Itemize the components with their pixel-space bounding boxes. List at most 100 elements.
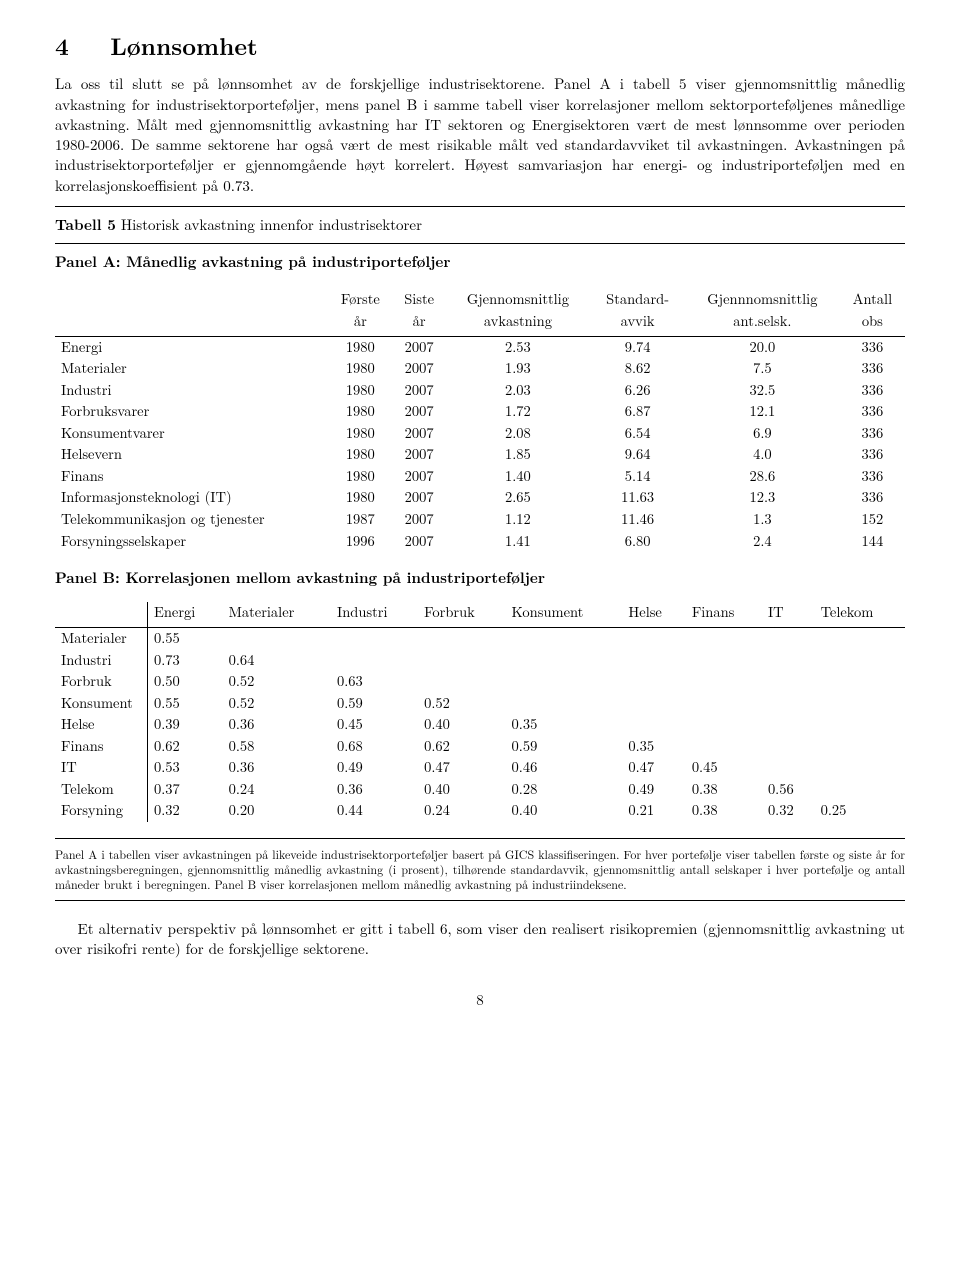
- table-cell: IT: [55, 757, 148, 779]
- table-cell: 336: [840, 336, 905, 358]
- table-cell: 0.36: [223, 757, 331, 779]
- table-cell: [506, 693, 623, 715]
- table-row: Energi198020072.539.7420.0336: [55, 336, 905, 358]
- table-cell: 9.74: [590, 336, 685, 358]
- table-cell: 336: [840, 487, 905, 509]
- table-cell: 2007: [393, 401, 446, 423]
- panel-b-header-cell: Forbruk: [418, 602, 505, 627]
- table-cell: [762, 650, 815, 672]
- table-cell: 0.68: [331, 736, 418, 758]
- table5-footnote: Panel A i tabellen viser avkastningen på…: [55, 847, 905, 892]
- panel-b-header-cell: Industri: [331, 602, 418, 627]
- table-cell: 0.35: [622, 736, 685, 758]
- panel-b-header-cell: Finans: [686, 602, 762, 627]
- table-cell: 0.55: [148, 693, 223, 715]
- table-cell: 1.93: [446, 358, 591, 380]
- table-cell: 0.47: [622, 757, 685, 779]
- table-cell: 0.28: [506, 779, 623, 801]
- table-cell: Industri: [55, 650, 148, 672]
- table-cell: Forbruk: [55, 671, 148, 693]
- table-row: Forbruk0.500.520.63: [55, 671, 905, 693]
- table-cell: 0.49: [622, 779, 685, 801]
- table-cell: 0.53: [148, 757, 223, 779]
- table-cell: 0.36: [331, 779, 418, 801]
- table-cell: 2007: [393, 380, 446, 402]
- table-cell: 2007: [393, 358, 446, 380]
- table-cell: 0.35: [506, 714, 623, 736]
- table-cell: [331, 627, 418, 649]
- panel-a-title: Panel A: Månedlig avkastning på industri…: [55, 252, 905, 272]
- table-cell: Konsumentvarer: [55, 423, 328, 445]
- table-cell: Finans: [55, 736, 148, 758]
- table-cell: Helse: [55, 714, 148, 736]
- table-cell: 0.20: [223, 800, 331, 822]
- table-cell: 2007: [393, 487, 446, 509]
- table-cell: 0.52: [223, 671, 331, 693]
- table-cell: 6.87: [590, 401, 685, 423]
- table-cell: 336: [840, 444, 905, 466]
- table-cell: 0.36: [223, 714, 331, 736]
- table-cell: 0.55: [148, 627, 223, 649]
- table-cell: 0.46: [506, 757, 623, 779]
- table-cell: 2.65: [446, 487, 591, 509]
- table-cell: [815, 757, 905, 779]
- table-cell: 0.50: [148, 671, 223, 693]
- table-cell: 2007: [393, 336, 446, 358]
- table-cell: [686, 736, 762, 758]
- panel-a-header-cell: Antall: [840, 286, 905, 311]
- table-cell: 0.24: [223, 779, 331, 801]
- table-cell: [815, 650, 905, 672]
- table-cell: 12.3: [685, 487, 840, 509]
- table-cell: 6.80: [590, 531, 685, 553]
- panel-a-header-cell: år: [393, 311, 446, 336]
- table-row: Forbruksvarer198020071.726.8712.1336: [55, 401, 905, 423]
- table-cell: 0.64: [223, 650, 331, 672]
- table-cell: 0.32: [148, 800, 223, 822]
- table-cell: [686, 693, 762, 715]
- panel-b-table: EnergiMaterialerIndustriForbrukKonsument…: [55, 602, 905, 822]
- table-cell: 0.49: [331, 757, 418, 779]
- table-cell: 1980: [328, 358, 393, 380]
- table-cell: Forsyningsselskaper: [55, 531, 328, 553]
- table-cell: Energi: [55, 336, 328, 358]
- table-cell: [223, 627, 331, 649]
- table-cell: 0.44: [331, 800, 418, 822]
- table-cell: [762, 736, 815, 758]
- table-cell: 11.63: [590, 487, 685, 509]
- table-cell: [815, 693, 905, 715]
- panel-a-header-cell: Gjennnomsnittlig: [685, 286, 840, 311]
- table-cell: 20.0: [685, 336, 840, 358]
- table-cell: 2.08: [446, 423, 591, 445]
- table-cell: 0.47: [418, 757, 505, 779]
- table-cell: [506, 627, 623, 649]
- table-cell: [506, 650, 623, 672]
- panel-a-header-cell: [55, 286, 328, 311]
- panel-b-header-cell: Materialer: [223, 602, 331, 627]
- table-cell: 0.24: [418, 800, 505, 822]
- table-cell: 1.72: [446, 401, 591, 423]
- panel-a-header-cell: avkastning: [446, 311, 591, 336]
- table-cell: 1.3: [685, 509, 840, 531]
- table-cell: 8.62: [590, 358, 685, 380]
- table-cell: 336: [840, 466, 905, 488]
- panel-b-header-cell: IT: [762, 602, 815, 627]
- intro-paragraph: La oss til slutt se på lønnsomhet av de …: [55, 74, 905, 196]
- table-cell: [622, 693, 685, 715]
- table-cell: 1996: [328, 531, 393, 553]
- table-cell: [762, 627, 815, 649]
- panel-b-thead: EnergiMaterialerIndustriForbrukKonsument…: [55, 602, 905, 627]
- table-cell: Helsevern: [55, 444, 328, 466]
- table-cell: 0.56: [762, 779, 815, 801]
- table-cell: 0.62: [418, 736, 505, 758]
- table-cell: 0.21: [622, 800, 685, 822]
- table-row: IT0.530.360.490.470.460.470.45: [55, 757, 905, 779]
- table-cell: [686, 650, 762, 672]
- table-cell: 6.26: [590, 380, 685, 402]
- table5-caption-label: Tabell 5: [55, 214, 116, 235]
- table-cell: 2007: [393, 466, 446, 488]
- table-cell: 1980: [328, 487, 393, 509]
- table-cell: 11.46: [590, 509, 685, 531]
- table-cell: [418, 671, 505, 693]
- panel-a-header-cell: [55, 311, 328, 336]
- table-cell: 5.14: [590, 466, 685, 488]
